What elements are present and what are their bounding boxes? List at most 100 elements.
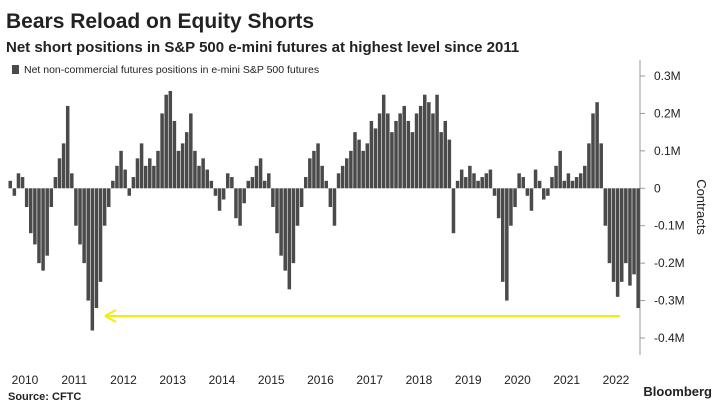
legend-box <box>8 60 338 78</box>
bar <box>332 188 337 226</box>
bar <box>271 188 275 207</box>
bar <box>20 177 25 189</box>
y-tick-label: 0.2M <box>654 106 681 120</box>
bar <box>521 177 525 189</box>
bar <box>57 158 62 189</box>
x-tick-label: 2021 <box>553 373 580 387</box>
x-tick-label: 2016 <box>307 373 334 387</box>
bar <box>472 173 476 189</box>
bar <box>275 188 279 234</box>
bar <box>435 94 439 189</box>
brand: Bloomberg <box>643 384 712 399</box>
bar <box>451 188 456 234</box>
bar <box>283 188 287 271</box>
bar <box>542 188 546 200</box>
bar <box>554 165 558 189</box>
bar <box>488 169 493 189</box>
bar <box>500 188 505 282</box>
bar <box>250 177 255 189</box>
bar <box>599 143 603 189</box>
x-tick-label: 2010 <box>12 373 39 387</box>
bar <box>410 132 415 189</box>
y-tick-label: 0 <box>654 181 661 195</box>
bar <box>111 180 115 189</box>
bar <box>201 158 205 189</box>
bar <box>349 150 353 189</box>
bar <box>303 177 308 189</box>
bar <box>49 188 54 207</box>
bar <box>345 158 349 189</box>
bar <box>406 120 411 189</box>
bar <box>29 188 33 234</box>
chart-title: Bears Reload on Equity Shorts <box>6 10 314 33</box>
bar <box>82 188 86 264</box>
bar <box>505 188 509 301</box>
bar <box>86 188 90 301</box>
bar <box>394 120 398 189</box>
bar <box>578 173 583 189</box>
bar <box>230 177 234 189</box>
bar <box>168 90 173 189</box>
bar <box>439 132 443 189</box>
bar <box>509 188 513 226</box>
bar <box>234 188 238 219</box>
bar <box>143 165 148 189</box>
arrow-head <box>104 309 117 323</box>
bar <box>172 120 177 189</box>
y-tick-label: -0.1M <box>654 219 685 233</box>
bar <box>205 169 209 189</box>
bar <box>189 113 193 189</box>
bar <box>443 120 448 189</box>
x-tick-label: 2011 <box>61 373 87 387</box>
bar <box>529 188 534 211</box>
bar <box>357 139 361 189</box>
bar <box>402 105 406 189</box>
bar <box>595 102 599 189</box>
bar <box>156 150 160 189</box>
bar <box>279 188 283 256</box>
bar <box>427 102 431 189</box>
bar <box>299 188 304 207</box>
bar <box>119 150 123 189</box>
bar <box>525 188 530 196</box>
bar <box>152 165 156 189</box>
bar <box>336 173 341 189</box>
bar <box>312 150 316 189</box>
bar <box>65 105 70 189</box>
bar <box>74 188 78 226</box>
bar <box>131 177 136 189</box>
bar <box>517 173 521 189</box>
bar <box>369 120 374 189</box>
bar <box>418 105 423 189</box>
bar <box>16 173 21 189</box>
y-tick-label: -0.3M <box>654 294 685 308</box>
bar <box>468 165 472 189</box>
bar <box>628 188 632 286</box>
x-tick-label: 2020 <box>504 373 531 387</box>
x-tick-label: 2018 <box>406 373 433 387</box>
bar <box>139 143 144 189</box>
x-tick-label: 2013 <box>159 373 186 387</box>
bar <box>566 173 571 189</box>
bar <box>316 143 320 189</box>
bar <box>492 188 497 196</box>
bar <box>267 173 271 189</box>
bar <box>484 173 489 189</box>
y-tick-label: -0.2M <box>654 256 685 270</box>
bar <box>180 143 185 189</box>
bar <box>558 150 562 189</box>
bar <box>242 188 246 204</box>
bar <box>455 180 460 189</box>
bar <box>636 188 640 309</box>
bar <box>213 188 218 196</box>
bar <box>308 158 312 189</box>
bar <box>8 180 13 189</box>
bar <box>513 188 517 207</box>
bar <box>533 169 538 189</box>
bar <box>98 188 103 282</box>
bar <box>570 180 575 189</box>
bar <box>295 188 300 226</box>
bar <box>447 139 452 189</box>
bar <box>217 188 222 211</box>
chart-subtitle: Net short positions in S&P 500 e-mini fu… <box>6 39 519 56</box>
